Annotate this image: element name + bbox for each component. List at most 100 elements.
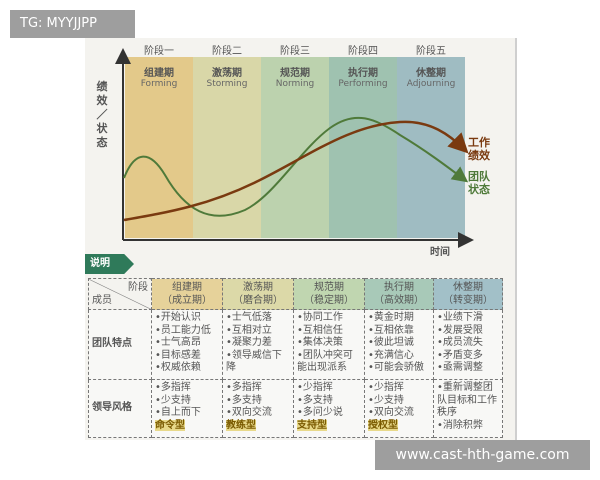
legend-team-state: 团队状态 — [468, 170, 490, 196]
y-axis-label: 绩效／状态 — [96, 80, 108, 149]
stage-header-alt: （转变期） — [443, 295, 493, 306]
leadership-trait: •自上而下 — [155, 407, 201, 418]
leadership-style: 教练型 — [226, 419, 256, 431]
stage-header-alt: （磨合期） — [233, 295, 283, 306]
team-trait: •充满信心 — [368, 349, 414, 361]
overlay-url-bottom-right: www.cast-hth-game.com — [375, 440, 590, 470]
team-trait: •员工能力低 — [155, 324, 211, 336]
stage-table: 阶段 成员 组建期 （成立期） 激荡期 （磨合期） 规范期 （稳定期） 执行期 … — [88, 278, 503, 438]
stage-name-en: Norming — [275, 79, 315, 89]
stage-header-name: 规范期 — [314, 282, 344, 293]
team-trait: •黄金时期 — [368, 312, 414, 323]
team-trait: •互相对立 — [226, 324, 272, 336]
team-cell: •开始认识 •员工能力低 •士气高昂 •目标感差 •权威依赖 — [151, 309, 223, 380]
team-trait: •互相依靠 — [368, 324, 414, 336]
team-trait: •互相信任 — [297, 324, 343, 336]
leadership-trait: •消除积弊 — [437, 419, 483, 431]
curve-chart — [115, 48, 474, 248]
section-tag: 说明 — [85, 254, 134, 274]
team-trait: •目标感差 — [155, 349, 201, 361]
stage-header-alt: （成立期） — [162, 295, 212, 306]
stage-name-cn: 组建期 — [144, 68, 174, 79]
x-axis-label: 时间 — [430, 247, 450, 258]
stage-name-en: Adjourning — [406, 79, 456, 89]
team-trait: •领导威信下降 — [226, 349, 282, 374]
stage-number: 阶段一 — [144, 46, 174, 57]
stage-number: 阶段五 — [416, 46, 446, 57]
stage-number: 阶段四 — [348, 46, 378, 57]
team-cell: •士气低落 •互相对立 •凝聚力差 •领导威信下降 — [222, 309, 294, 380]
leadership-trait: •少指挥 — [297, 382, 333, 393]
team-trait: •集体决策 — [297, 337, 343, 348]
stage-name-cn: 执行期 — [348, 68, 378, 79]
team-cell: •黄金时期 •互相依靠 •彼此坦诚 •充满信心 •可能会骄傲 — [364, 309, 434, 380]
leadership-trait: •多指挥 — [155, 382, 191, 393]
row-header-team: 团队特点 — [88, 309, 152, 380]
team-trait: •发展受限 — [437, 324, 483, 336]
stage-header: 休整期 （转变期） — [433, 278, 503, 310]
overlay-tag-top-left: TG: MYYJJPP — [10, 10, 135, 38]
stage-header-name: 执行期 — [384, 282, 414, 293]
leadership-cell: •多指挥 •少支持 •自上而下 命令型 — [151, 379, 223, 438]
leadership-trait: •多问少说 — [297, 407, 343, 418]
leadership-trait: •双向交流 — [368, 407, 414, 418]
team-trait: •凝聚力差 — [226, 337, 272, 348]
stage-header-name: 组建期 — [172, 282, 202, 293]
stage-header: 执行期 （高效期） — [364, 278, 434, 310]
stage-name-cn: 休整期 — [416, 68, 446, 79]
stage-band: 休整期 Adjourning — [397, 57, 465, 238]
team-trait: •可能会骄傲 — [368, 362, 424, 373]
team-trait: •彼此坦诚 — [368, 337, 414, 348]
team-trait: •亟需调整 — [437, 362, 483, 373]
leadership-cell: •多指挥 •多支持 •双向交流 教练型 — [222, 379, 294, 438]
corner-stage: 阶段 — [128, 282, 148, 293]
team-trait: •团队冲突可能出现派系 — [297, 349, 353, 374]
leadership-style: 命令型 — [155, 419, 185, 431]
leadership-cell: •少指挥 •少支持 •双向交流 授权型 — [364, 379, 434, 438]
stage-header-alt: （高效期） — [374, 295, 424, 306]
stage-band: 执行期 Performing — [329, 57, 397, 238]
leadership-trait: •重新调整团队目标和工作秩序 — [437, 382, 497, 418]
table-corner: 阶段 成员 — [88, 278, 152, 310]
team-trait: •协同工作 — [297, 312, 343, 323]
team-cell: •协同工作 •互相信任 •集体决策 •团队冲突可能出现派系 — [293, 309, 365, 380]
leadership-cell: •少指挥 •多支持 •多问少说 支持型 — [293, 379, 365, 438]
stage-number: 阶段三 — [280, 46, 310, 57]
performance-curve — [123, 120, 469, 222]
stage-header: 激荡期 （磨合期） — [222, 278, 294, 310]
team-trait: •业绩下滑 — [437, 312, 483, 323]
team-trait: •开始认识 — [155, 312, 201, 323]
row-header-leadership: 领导风格 — [88, 379, 152, 438]
leadership-style: 支持型 — [297, 419, 327, 431]
stage-header: 规范期 （稳定期） — [293, 278, 365, 310]
stage-header-alt: （稳定期） — [304, 295, 354, 306]
team-trait: •士气高昂 — [155, 337, 201, 348]
leadership-trait: •双向交流 — [226, 407, 272, 418]
stage-name-cn: 规范期 — [280, 68, 310, 79]
stage-name-en: Forming — [140, 79, 178, 89]
leadership-style: 授权型 — [368, 419, 398, 431]
leadership-trait: •多支持 — [297, 394, 333, 406]
corner-member: 成员 — [92, 295, 112, 306]
leadership-trait: •多支持 — [226, 394, 262, 406]
team-trait: •士气低落 — [226, 312, 272, 323]
stage-header-name: 休整期 — [453, 282, 483, 293]
team-trait: •矛盾变多 — [437, 349, 483, 361]
stage-name-cn: 激荡期 — [212, 68, 242, 79]
team-trait: •成员流失 — [437, 337, 483, 348]
stage-header: 组建期 （成立期） — [151, 278, 223, 310]
stage-name-en: Storming — [206, 79, 248, 89]
team-state-curve — [123, 116, 469, 217]
stage-band: 规范期 Norming — [261, 57, 329, 238]
leadership-trait: •少支持 — [368, 394, 404, 406]
legend-performance: 工作绩效 — [468, 136, 490, 162]
stage-name-en: Performing — [338, 79, 388, 89]
leadership-trait: •多指挥 — [226, 382, 262, 393]
leadership-trait: •少支持 — [155, 394, 191, 406]
team-trait: •权威依赖 — [155, 362, 201, 373]
stage-number: 阶段二 — [212, 46, 242, 57]
leadership-trait: •少指挥 — [368, 382, 404, 393]
team-cell: •业绩下滑 •发展受限 •成员流失 •矛盾变多 •亟需调整 — [433, 309, 503, 380]
stage-header-name: 激荡期 — [243, 282, 273, 293]
leadership-cell: •重新调整团队目标和工作秩序 •消除积弊 — [433, 379, 503, 438]
